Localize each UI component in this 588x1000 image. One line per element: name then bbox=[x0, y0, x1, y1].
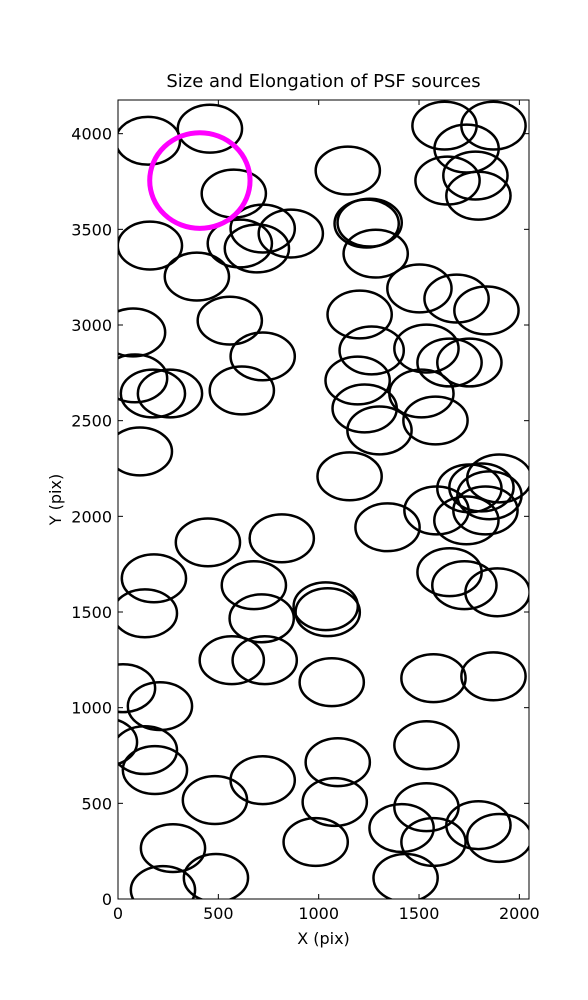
psf-ellipse bbox=[436, 337, 503, 388]
psf-ellipse bbox=[182, 852, 250, 899]
psf-ellipse bbox=[460, 651, 527, 702]
psf-ellipse bbox=[282, 816, 350, 868]
y-tick-label: 500 bbox=[81, 794, 112, 813]
psf-ellipse bbox=[248, 513, 316, 564]
psf-ellipse bbox=[304, 737, 372, 788]
psf-ellipse bbox=[136, 368, 204, 419]
psf-ellipse bbox=[333, 198, 401, 249]
y-tick-label: 1500 bbox=[71, 603, 112, 622]
psf-ellipse bbox=[120, 553, 188, 604]
psf-ellipse bbox=[229, 331, 297, 382]
psf-ellipse bbox=[402, 395, 469, 446]
psf-ellipse bbox=[316, 451, 383, 502]
psf-ellipse bbox=[324, 355, 391, 406]
x-tick-label: 500 bbox=[203, 904, 234, 923]
y-tick-label: 3000 bbox=[71, 316, 112, 335]
psf-ellipse bbox=[220, 560, 288, 611]
x-tick-label: 0 bbox=[113, 904, 123, 923]
psf-ellipse bbox=[196, 295, 264, 346]
psf-ellipse bbox=[464, 567, 529, 618]
y-tick-label: 1000 bbox=[71, 699, 112, 718]
y-tick-label: 3500 bbox=[71, 220, 112, 239]
psf-ellipse bbox=[431, 560, 498, 611]
psf-ellipse bbox=[338, 325, 406, 376]
psf-ellipse bbox=[257, 208, 325, 259]
psf-ellipse bbox=[326, 289, 393, 340]
psf-ellipse bbox=[445, 799, 512, 851]
psf-ellipse bbox=[393, 323, 460, 374]
psf-ellipse bbox=[298, 657, 366, 708]
psf-ellipse bbox=[445, 170, 512, 221]
psf-ellipse bbox=[118, 718, 139, 766]
psf-ellipse bbox=[139, 822, 207, 874]
psf-ellipse bbox=[118, 307, 167, 358]
y-tick-label: 2500 bbox=[71, 412, 112, 431]
psf-ellipse bbox=[433, 495, 500, 546]
psf-ellipse bbox=[442, 150, 509, 201]
psf-ellipse bbox=[346, 405, 413, 456]
psf-ellipse bbox=[423, 273, 490, 324]
psf-ellipse bbox=[400, 653, 467, 704]
psf-ellipse bbox=[198, 635, 266, 686]
ellipses bbox=[118, 100, 529, 899]
psf-ellipse bbox=[314, 145, 382, 196]
psf-ellipse bbox=[174, 517, 242, 568]
psf-ellipse bbox=[163, 251, 231, 302]
psf-ellipse bbox=[176, 103, 244, 154]
y-tick-label: 4000 bbox=[71, 125, 112, 144]
x-axis-label: X (pix) bbox=[297, 929, 350, 948]
psf-ellipse bbox=[354, 502, 421, 553]
psf-ellipse bbox=[393, 720, 460, 771]
psf-ellipse bbox=[465, 453, 529, 504]
psf-ellipse bbox=[452, 485, 519, 536]
x-tick-label: 1500 bbox=[399, 904, 440, 923]
psf-ellipse bbox=[118, 426, 174, 477]
x-tick-label: 1000 bbox=[298, 904, 339, 923]
psf-ellipse bbox=[372, 852, 439, 899]
psf-ellipse bbox=[416, 337, 483, 388]
psf-ellipse bbox=[208, 365, 276, 416]
psf-ellipse bbox=[118, 353, 169, 404]
psf-ellipse bbox=[231, 635, 299, 686]
psf-ellipse bbox=[118, 220, 184, 271]
psf-ellipse bbox=[342, 228, 410, 279]
y-axis-label: Y (pix) bbox=[46, 474, 65, 526]
psf-ellipse bbox=[147, 130, 253, 231]
x-tick-label: 2000 bbox=[499, 904, 540, 923]
psf-ellipse bbox=[129, 864, 197, 899]
y-tick-label: 0 bbox=[102, 890, 112, 909]
y-tick-label: 2000 bbox=[71, 507, 112, 526]
psf-ellipse bbox=[229, 203, 297, 254]
psf-ellipse bbox=[331, 383, 398, 434]
psf-ellipse bbox=[465, 812, 529, 864]
psf-ellipse bbox=[294, 587, 362, 638]
psf-ellipse bbox=[448, 462, 515, 513]
psf-ellipse bbox=[118, 724, 179, 776]
psf-ellipse bbox=[301, 776, 369, 828]
psf-ellipse bbox=[223, 223, 291, 274]
psf-ellipse bbox=[121, 744, 189, 796]
psf-ellipse bbox=[181, 774, 249, 826]
psf-ellipse bbox=[228, 593, 296, 644]
plot-frame bbox=[117, 99, 530, 900]
psf-ellipse bbox=[118, 588, 179, 639]
psf-ellipse bbox=[118, 662, 157, 714]
psf-ellipse bbox=[453, 285, 520, 336]
psf-ellipse bbox=[386, 263, 453, 314]
psf-ellipse bbox=[119, 368, 187, 419]
psf-ellipse bbox=[368, 802, 435, 854]
chart-title: Size and Elongation of PSF sources bbox=[166, 71, 480, 92]
psf-ellipse bbox=[118, 115, 182, 166]
